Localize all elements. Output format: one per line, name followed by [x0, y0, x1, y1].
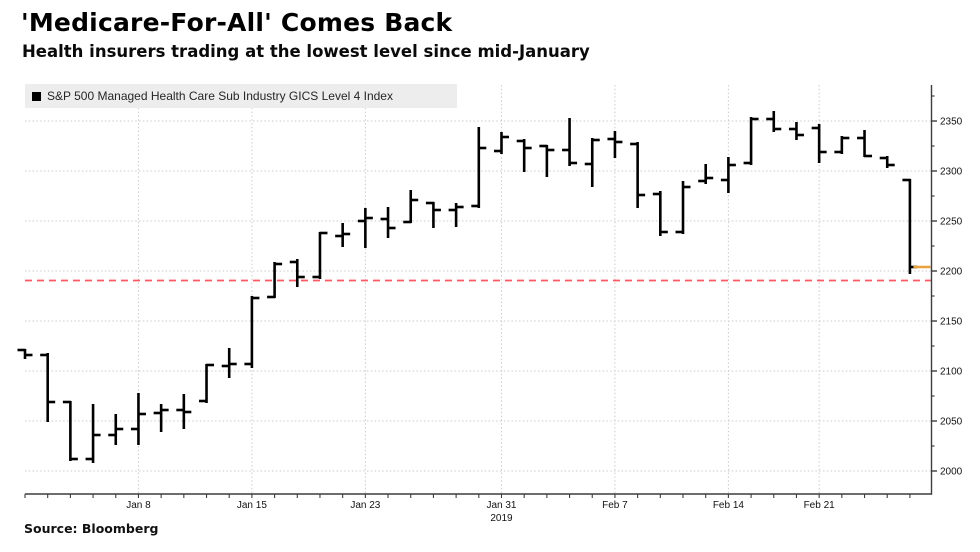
- y-axis-tick-label: 2300: [940, 167, 963, 178]
- x-axis-tick-label: Jan 15: [237, 500, 267, 511]
- x-axis-tick-label: Feb 7: [602, 500, 628, 511]
- legend-swatch-icon: [32, 91, 41, 101]
- x-axis-tick-label: Feb 14: [713, 500, 745, 511]
- y-axis-tick-label: 2050: [940, 417, 963, 428]
- y-axis-tick-label: 2350: [940, 117, 963, 128]
- x-axis-year-label: 2019: [490, 513, 513, 524]
- y-axis-tick-label: 2250: [940, 217, 963, 228]
- x-axis-tick-label: Jan 31: [486, 500, 516, 511]
- source-note: Source: Bloomberg: [24, 521, 159, 536]
- chart-subtitle: Health insurers trading at the lowest le…: [22, 42, 590, 61]
- y-axis-tick-label: 2200: [940, 267, 963, 278]
- y-axis-tick-label: 2150: [940, 317, 963, 328]
- legend: S&P 500 Managed Health Care Sub Industry…: [25, 84, 457, 108]
- y-axis-tick-label: 2000: [940, 467, 963, 478]
- x-axis-tick-label: Jan 8: [126, 500, 151, 511]
- legend-label: S&P 500 Managed Health Care Sub Industry…: [47, 89, 393, 103]
- chart-title: 'Medicare-For-All' Comes Back: [21, 8, 453, 37]
- x-axis-tick-label: Jan 23: [350, 500, 380, 511]
- x-axis-tick-label: Feb 21: [804, 500, 836, 511]
- y-axis-tick-label: 2100: [940, 367, 963, 378]
